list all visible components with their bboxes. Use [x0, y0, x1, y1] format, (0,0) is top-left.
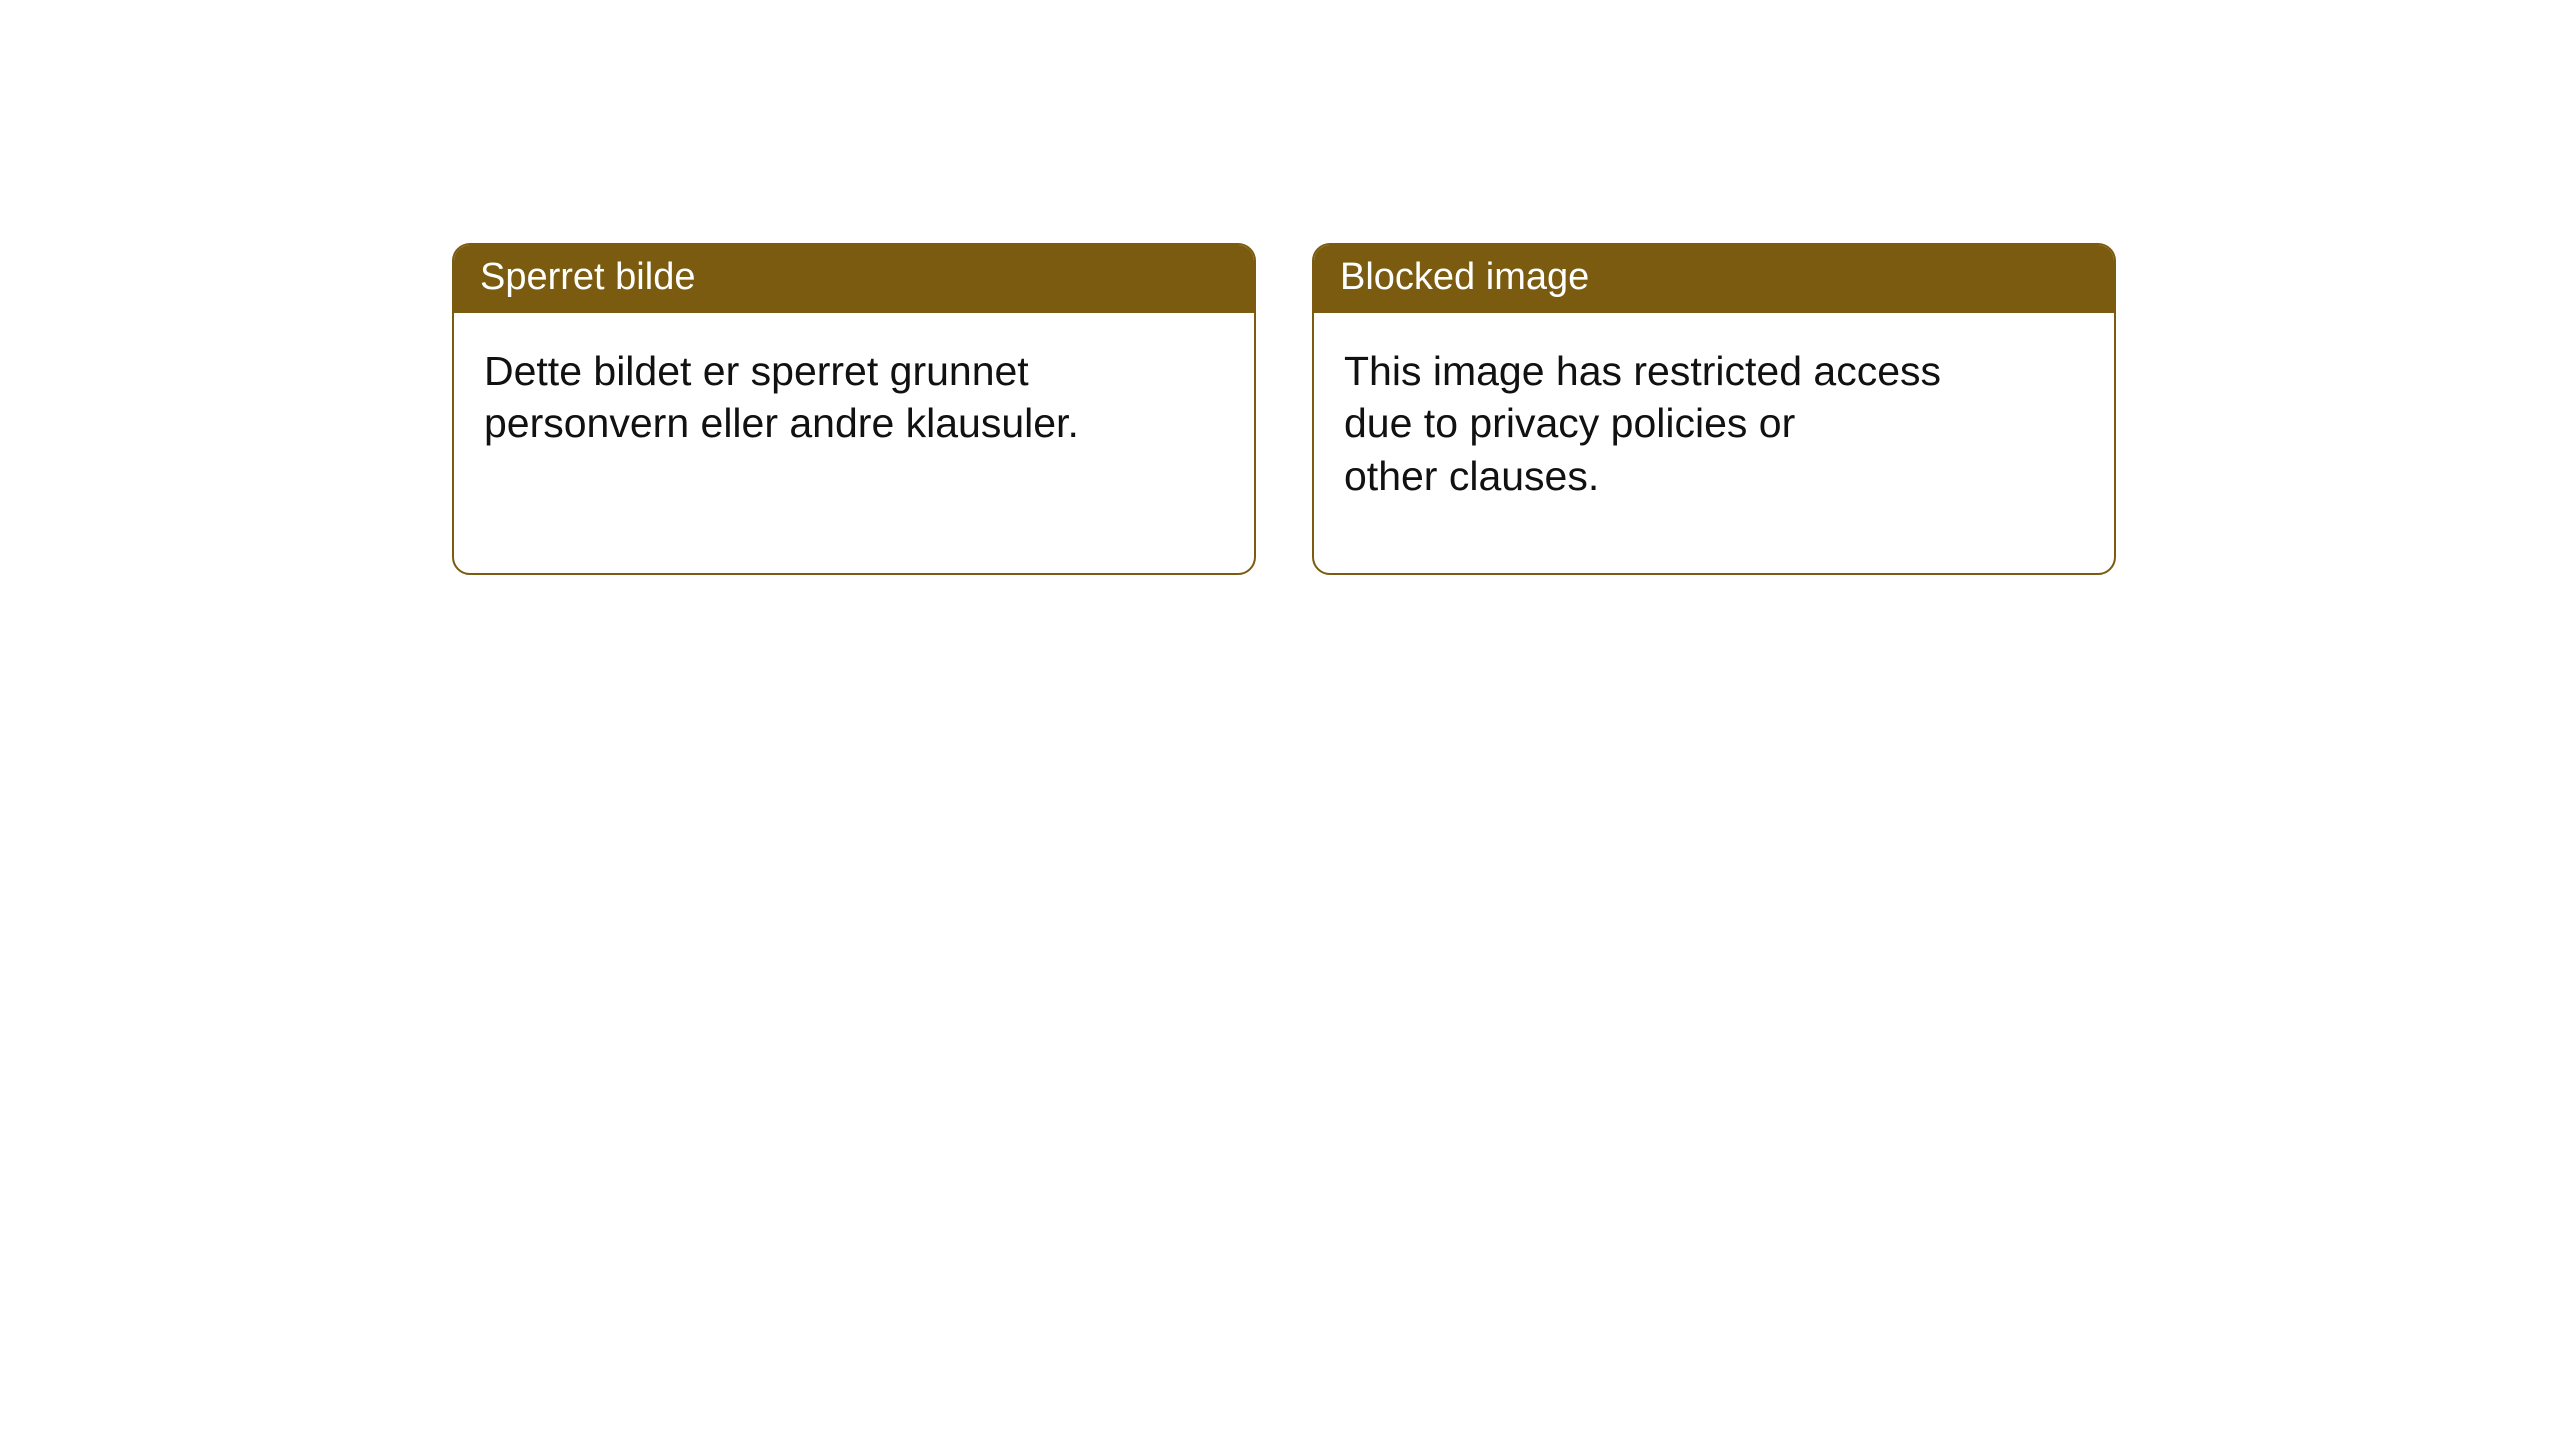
blocked-image-card-en: Blocked image This image has restricted …: [1312, 243, 2116, 575]
card-body-no: Dette bildet er sperret grunnet personve…: [454, 313, 1254, 480]
card-title-no: Sperret bilde: [454, 245, 1254, 313]
card-title-en: Blocked image: [1314, 245, 2114, 313]
card-body-en: This image has restricted access due to …: [1314, 313, 2114, 532]
blocked-image-card-no: Sperret bilde Dette bildet er sperret gr…: [452, 243, 1256, 575]
notice-row: Sperret bilde Dette bildet er sperret gr…: [0, 0, 2560, 575]
